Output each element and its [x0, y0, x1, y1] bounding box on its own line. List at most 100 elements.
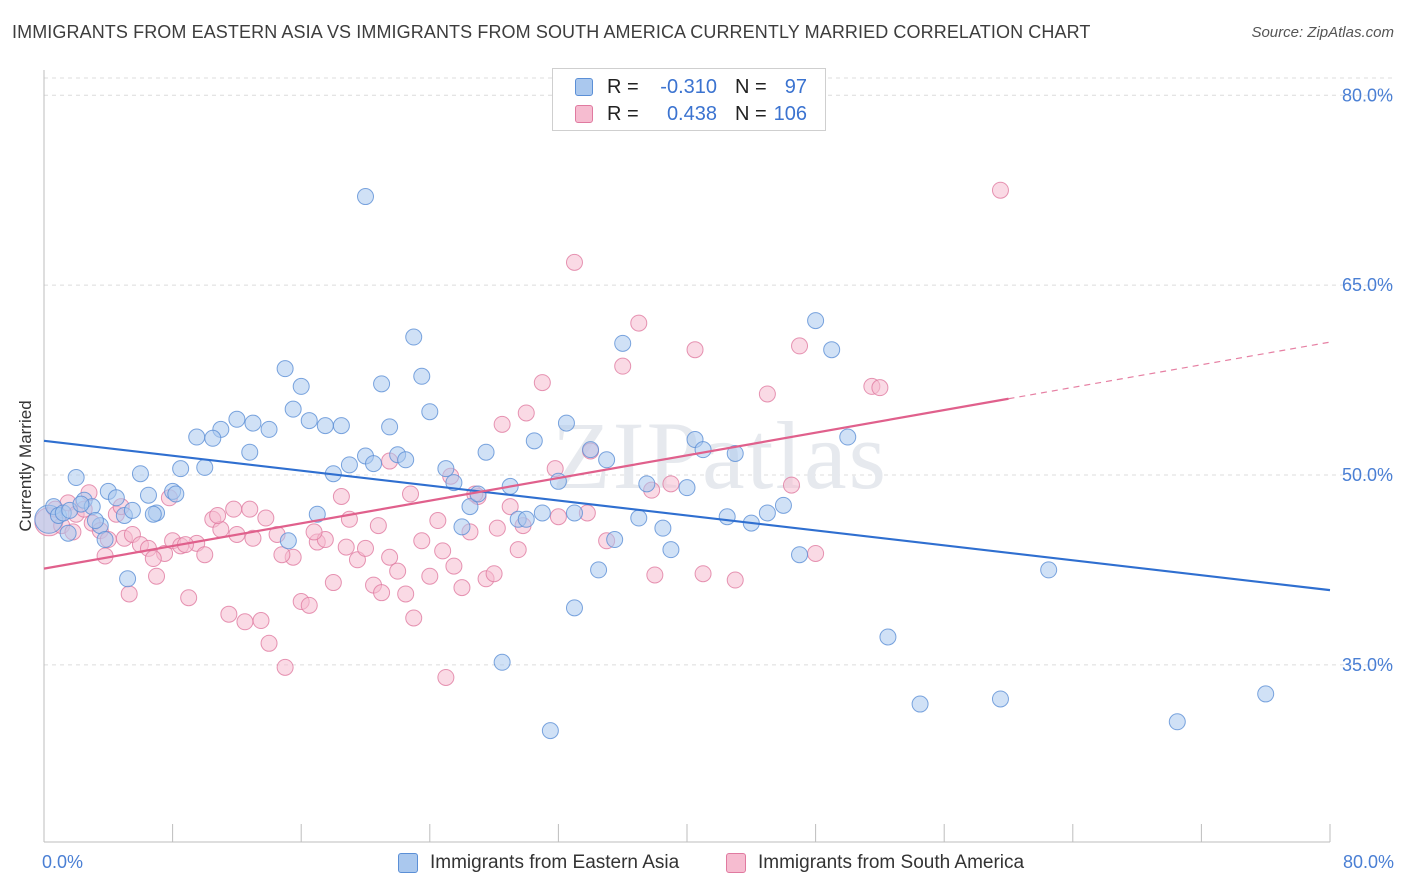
- south-america-point: [871, 379, 889, 397]
- south-america-point: [501, 498, 519, 516]
- south-america-point: [332, 487, 350, 505]
- legend-swatch-blue: [575, 78, 593, 96]
- eastern-asia-point: [437, 460, 455, 478]
- south-america-point: [276, 658, 294, 676]
- eastern-asia-point: [758, 504, 776, 522]
- eastern-asia-point: [340, 456, 358, 474]
- series-label: Immigrants from South America: [758, 852, 1025, 873]
- south-america-point: [389, 562, 407, 580]
- eastern-asia-point: [332, 417, 350, 435]
- eastern-asia-point: [67, 469, 85, 487]
- legend-n-label: N =: [735, 102, 767, 125]
- south-america-point: [726, 571, 744, 589]
- legend-swatch-pink: [575, 105, 593, 123]
- eastern-asia-point: [678, 479, 696, 497]
- legend-n-label: N =: [735, 75, 767, 98]
- south-america-point: [381, 548, 399, 566]
- eastern-asia-point: [292, 377, 310, 395]
- south-america-point: [180, 589, 198, 607]
- eastern-asia-point: [533, 504, 551, 522]
- eastern-asia-point: [606, 531, 624, 549]
- eastern-asia-points: [34, 188, 1275, 740]
- source-label: Source: ZipAtlas.com: [1251, 24, 1394, 41]
- eastern-asia-point: [413, 367, 431, 385]
- eastern-asia-point: [284, 400, 302, 418]
- eastern-asia-point: [279, 532, 297, 550]
- south-america-point: [373, 584, 391, 602]
- eastern-asia-point: [590, 561, 608, 579]
- south-america-point: [517, 404, 535, 422]
- axes: [43, 70, 1331, 843]
- eastern-asia-point: [107, 489, 125, 507]
- south-america-point: [549, 508, 567, 526]
- eastern-asia-point: [493, 653, 511, 671]
- legend-r-label: R =: [607, 102, 639, 125]
- series-legend-eastern-asia[interactable]: Immigrants from Eastern Asia: [398, 852, 679, 874]
- south-america-point: [429, 512, 447, 530]
- eastern-asia-point: [188, 428, 206, 446]
- eastern-asia-point: [72, 495, 90, 513]
- south-america-point: [686, 341, 704, 359]
- eastern-asia-point: [405, 328, 423, 346]
- legend-row-south-america: R = 0.438 N = 106: [575, 101, 807, 127]
- eastern-asia-point: [381, 418, 399, 436]
- eastern-asia-point: [557, 414, 575, 432]
- south-america-point: [241, 500, 259, 518]
- south-america-point: [533, 374, 551, 392]
- south-america-point: [791, 337, 809, 355]
- south-america-point: [357, 539, 374, 557]
- south-america-point: [630, 314, 648, 332]
- south-america-point: [324, 574, 342, 592]
- eastern-asia-point: [131, 465, 149, 483]
- eastern-asia-point: [598, 451, 616, 469]
- south-america-point: [405, 609, 423, 627]
- y-tick-label: 35.0%: [1342, 655, 1393, 675]
- south-america-point: [485, 565, 503, 583]
- eastern-asia-point: [260, 420, 278, 438]
- eastern-asia-point: [638, 475, 656, 493]
- legend-n-value: 97: [784, 75, 807, 98]
- eastern-asia-point: [167, 485, 185, 503]
- x-tick-label-min: 0.0%: [42, 852, 84, 872]
- eastern-asia-point: [879, 628, 897, 646]
- south-america-point: [260, 634, 278, 652]
- eastern-asia-point: [565, 599, 583, 617]
- south-america-point: [782, 476, 800, 494]
- south-america-point: [397, 585, 415, 603]
- south-america-point: [120, 585, 138, 603]
- south-america-point: [225, 500, 243, 518]
- south-america-point: [694, 565, 712, 583]
- legend-row-eastern-asia: R = -0.310 N = 97: [575, 74, 807, 100]
- eastern-asia-point: [276, 360, 294, 378]
- series-swatch-pink: [726, 853, 746, 873]
- eastern-asia-point: [308, 505, 326, 523]
- south-america-point: [148, 567, 166, 585]
- south-america-point: [144, 550, 162, 568]
- south-america-point: [212, 520, 230, 538]
- south-america-point: [445, 557, 463, 575]
- eastern-asia-point: [718, 508, 736, 526]
- south-america-point: [662, 475, 680, 493]
- eastern-asia-point: [791, 546, 809, 564]
- eastern-asia-point: [614, 334, 632, 352]
- correlation-legend: R = -0.310 N = 97 R = 0.438 N = 106: [552, 68, 826, 131]
- y-tick-label: 65.0%: [1342, 275, 1393, 295]
- series-legend-south-america[interactable]: Immigrants from South America: [726, 852, 1024, 874]
- eastern-asia-point: [461, 498, 479, 516]
- trend-line: [43, 397, 1009, 570]
- south-america-point: [244, 529, 262, 547]
- eastern-asia-point: [477, 443, 495, 461]
- trend-lines: [43, 341, 1331, 592]
- south-america-point: [402, 485, 420, 503]
- south-america-point: [509, 541, 527, 559]
- eastern-asia-point: [373, 375, 391, 393]
- eastern-asia-point: [365, 455, 383, 473]
- eastern-asia-point: [397, 451, 415, 469]
- series-label: Immigrants from Eastern Asia: [430, 852, 680, 873]
- south-america-point: [369, 517, 387, 535]
- eastern-asia-point: [774, 496, 792, 514]
- south-america-point: [413, 532, 431, 550]
- legend-r-value: -0.310: [660, 75, 717, 98]
- series-swatch-blue: [398, 853, 418, 873]
